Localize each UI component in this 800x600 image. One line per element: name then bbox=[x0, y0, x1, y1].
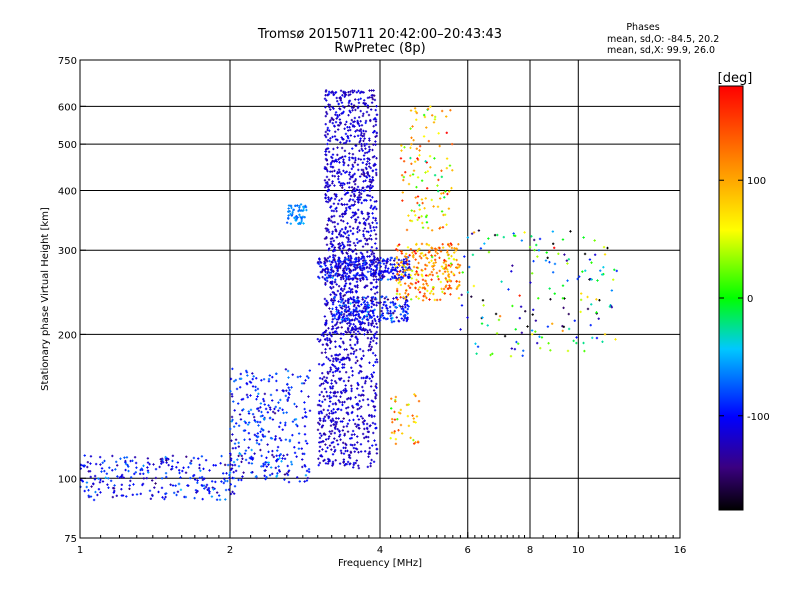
grid-lines bbox=[80, 60, 680, 538]
stats-heading: Phases bbox=[626, 22, 659, 33]
chart-subtitle: RwPretec (8p) bbox=[334, 41, 425, 56]
stats-o-line: mean, sd,O: -84.5, 20.2 bbox=[607, 34, 719, 45]
chart-title: Tromsø 20150711 20:42:00–20:43:43 bbox=[257, 27, 502, 42]
stats-x-line: mean, sd,X: 99.9, 26.0 bbox=[607, 45, 715, 56]
data-points bbox=[79, 89, 618, 502]
